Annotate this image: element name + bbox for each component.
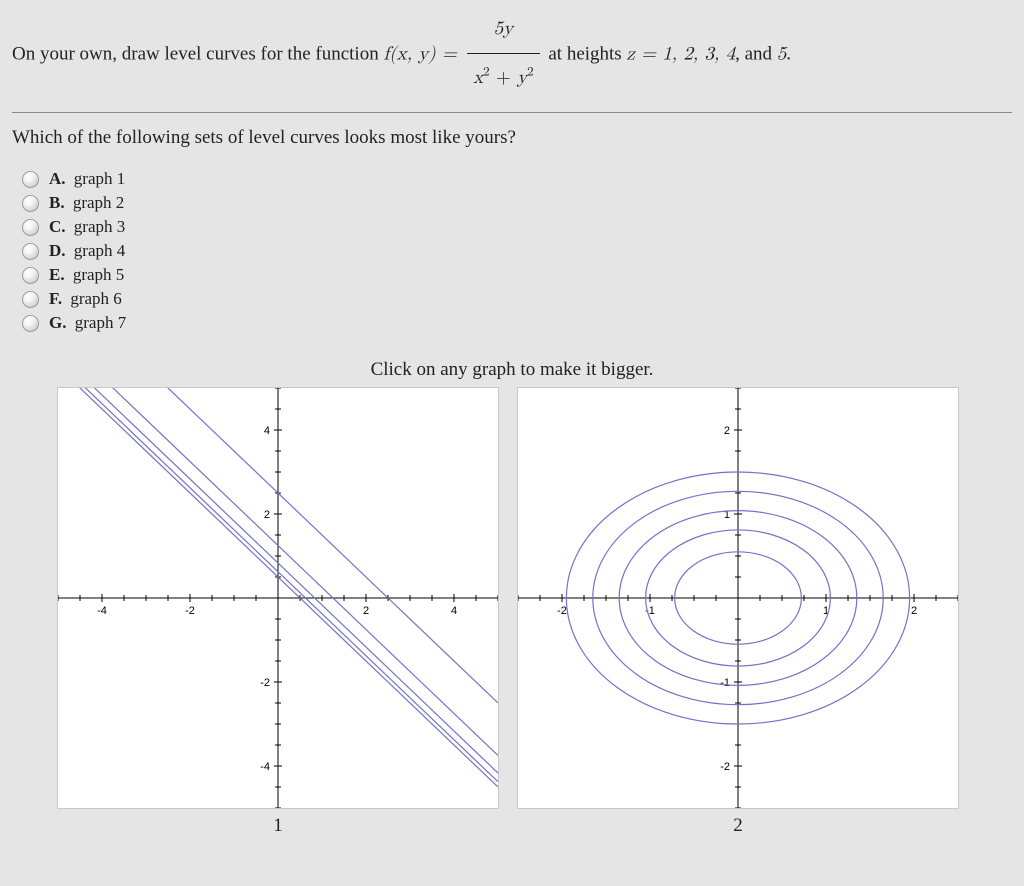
option-c[interactable]: C. graph 3 (22, 215, 1012, 239)
radio-icon[interactable] (22, 195, 39, 212)
svg-text:-4: -4 (260, 761, 270, 773)
svg-text:4: 4 (451, 605, 457, 617)
option-a[interactable]: A. graph 1 (22, 167, 1012, 191)
radio-icon[interactable] (22, 315, 39, 332)
prompt-mid: at heights (544, 43, 627, 64)
svg-text:-4: -4 (97, 605, 107, 617)
svg-text:-2: -2 (185, 605, 195, 617)
svg-text:4: 4 (264, 425, 270, 437)
radio-icon[interactable] (22, 243, 39, 260)
option-b[interactable]: B. graph 2 (22, 191, 1012, 215)
graph-2-label: 2 (733, 815, 743, 837)
radio-icon[interactable] (22, 171, 39, 188)
prompt-lead: On your own, draw level curves for the f… (12, 43, 383, 64)
graphs-row: -4-224-4-224 1 -2-112-2-112 2 (12, 387, 1012, 837)
fraction: 5yx2 + y2 (467, 6, 540, 100)
question-text: Which of the following sets of level cur… (12, 127, 1012, 149)
svg-text:2: 2 (724, 425, 730, 437)
svg-text:2: 2 (911, 605, 917, 617)
option-f[interactable]: F. graph 6 (22, 287, 1012, 311)
svg-text:2: 2 (363, 605, 369, 617)
svg-text:2: 2 (264, 509, 270, 521)
option-e[interactable]: E. graph 5 (22, 263, 1012, 287)
func-lhs: f(x, y) = (383, 44, 463, 63)
graph-1[interactable]: -4 -2 2 4 -4 -2 2 4 (57, 387, 499, 809)
z-values: z = 1, 2, 3, 4 (626, 44, 735, 63)
svg-text:-2: -2 (557, 605, 567, 617)
radio-icon[interactable] (22, 267, 39, 284)
prompt-text: On your own, draw level curves for the f… (12, 8, 1012, 106)
svg-text:-2: -2 (260, 677, 270, 689)
svg-text:-1: -1 (720, 677, 730, 689)
radio-icon[interactable] (22, 291, 39, 308)
graph-2[interactable]: -2-112-2-112 (517, 387, 959, 809)
divider (12, 112, 1012, 113)
graph-instruction: Click on any graph to make it bigger. (12, 359, 1012, 381)
option-d[interactable]: D. graph 4 (22, 239, 1012, 263)
options-group: A. graph 1 B. graph 2 C. graph 3 D. grap… (22, 167, 1012, 335)
option-g[interactable]: G. graph 7 (22, 311, 1012, 335)
radio-icon[interactable] (22, 219, 39, 236)
svg-text:-2: -2 (720, 761, 730, 773)
graph-1-label: 1 (273, 815, 283, 837)
